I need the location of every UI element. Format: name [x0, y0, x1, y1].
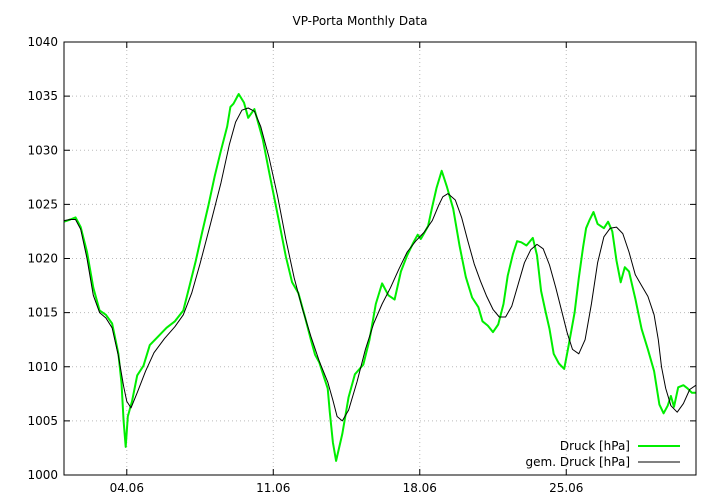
legend-label-druck: Druck [hPa]	[560, 439, 630, 453]
x-tick-label: 11.06	[256, 481, 290, 495]
y-tick-label: 1015	[27, 306, 58, 320]
x-tick-label: 18.06	[403, 481, 437, 495]
x-tick-label: 04.06	[110, 481, 144, 495]
y-tick-label: 1035	[27, 89, 58, 103]
y-tick-label: 1010	[27, 360, 58, 374]
legend-label-gem-druck: gem. Druck [hPa]	[526, 455, 630, 469]
y-tick-label: 1040	[27, 35, 58, 49]
axis-layer: 1000 1005 1010 1015 1020 1025 1030 1035 1040 04.0…	[27, 35, 696, 495]
y-tick-label: 1020	[27, 252, 58, 266]
chart-title: VP-Porta Monthly Data	[293, 14, 428, 28]
series-layer	[63, 93, 697, 462]
y-tick-label: 1005	[27, 414, 58, 428]
y-tick-label: 1000	[27, 468, 58, 482]
series-line-gem-druck	[63, 107, 697, 422]
x-tick-label: 25.06	[549, 481, 583, 495]
y-tick-label: 1025	[27, 197, 58, 211]
y-tick-label: 1030	[27, 143, 58, 157]
series-line-druck	[63, 93, 696, 462]
grid-layer	[64, 42, 696, 475]
legend: Druck [hPa] gem. Druck [hPa]	[526, 439, 680, 469]
